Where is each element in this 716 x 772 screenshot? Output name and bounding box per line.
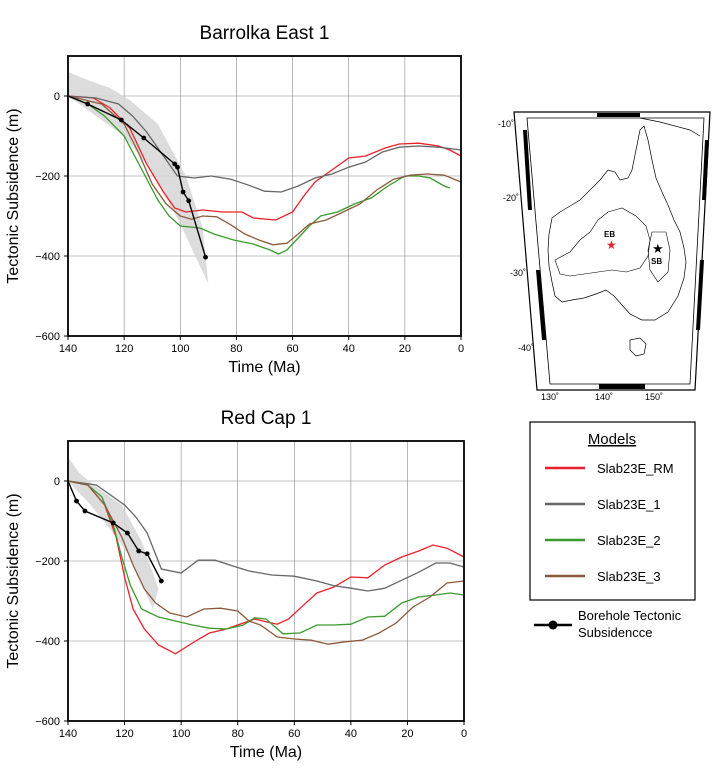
- y-tick-label: −600: [35, 716, 60, 728]
- y-axis-label: Tectonic Subsidence (m): [5, 493, 22, 668]
- tasmania-coastline: [629, 337, 647, 357]
- chart-title: Barrolka East 1: [200, 23, 330, 44]
- plot-frame: [67, 440, 465, 722]
- map-frame-bar: [599, 384, 645, 389]
- map-lon-label: 140˚: [595, 392, 613, 402]
- borehole-point: [74, 498, 79, 504]
- borehole-point: [118, 117, 124, 123]
- y-tick-label: −400: [35, 251, 60, 263]
- borehole-point: [186, 198, 192, 204]
- x-tick-label: 40: [345, 728, 357, 740]
- borehole-point: [110, 520, 116, 526]
- series-line-slab23e_3: [67, 480, 465, 645]
- legend-borehole-label-2: Subsidencce: [578, 625, 652, 640]
- uncertainty-band: [68, 457, 159, 609]
- chart-title: Red Cap 1: [221, 408, 312, 429]
- site-label-eb: EB: [604, 230, 615, 239]
- map-lon-label: 130˚: [541, 392, 559, 402]
- y-tick-label: 0: [54, 476, 60, 488]
- x-tick-label: 120: [115, 728, 133, 740]
- site-star-eb-icon: ★: [606, 238, 617, 252]
- new-guinea-coastline: [639, 117, 701, 137]
- site-star-sb-icon: ★: [652, 242, 664, 257]
- borehole-point: [144, 551, 150, 557]
- site-label-sb: SB: [651, 257, 662, 266]
- borehole-point: [82, 508, 88, 514]
- map-lat-label: -30˚: [510, 268, 526, 278]
- y-tick-label: −600: [35, 331, 60, 343]
- series-line-slab23e_1: [67, 95, 462, 193]
- australia-coastline: [547, 125, 687, 321]
- location-map: -10˚ -20˚ -30˚ -40˚ 130˚ 140˚ 150˚ EB ★ …: [498, 111, 711, 402]
- y-tick-label: 0: [54, 91, 60, 103]
- legend-label: Slab23E_RM: [597, 461, 674, 476]
- legend-items: Slab23E_RM Slab23E_1 Slab23E_2 Slab23E_3: [545, 461, 674, 584]
- map-lat-label: -20˚: [503, 193, 519, 203]
- legend-box: [529, 421, 696, 601]
- x-tick-label: 100: [172, 728, 190, 740]
- y-tick-label: −200: [35, 171, 60, 183]
- x-tick-label: 0: [458, 343, 464, 355]
- x-tick-label: 20: [401, 728, 413, 740]
- borehole-point: [203, 254, 208, 260]
- legend-label: Slab23E_3: [597, 569, 661, 584]
- map-frame-outer: [513, 111, 711, 391]
- x-tick-label: 120: [115, 343, 133, 355]
- map-frame-bar: [523, 130, 532, 210]
- borehole-point: [158, 578, 164, 584]
- chart-barrolka-east-1: 140 120 100 80 60 40 20 0 0 −200 −400 −600 Barrolka …: [5, 23, 464, 376]
- x-tick-label: 60: [286, 343, 298, 355]
- x-tick-label: 60: [288, 728, 300, 740]
- legend: Models Slab23E_RMSlab23E_1Slab23E_2Slab2…: [529, 421, 696, 640]
- x-tick-label: 40: [343, 343, 355, 355]
- map-frame-bar: [702, 140, 709, 200]
- borehole-point: [136, 548, 142, 554]
- legend-borehole-marker: [548, 620, 558, 630]
- map-lon-label: 150˚: [645, 392, 663, 402]
- x-axis-label: Time (Ma): [228, 359, 300, 376]
- borehole-point: [180, 189, 186, 195]
- legend-label: Slab23E_1: [597, 497, 661, 512]
- y-tick-label: −400: [35, 636, 60, 648]
- series-line-slab23e_2: [67, 95, 450, 255]
- borehole-point: [172, 161, 178, 167]
- series-line-slab23e_rm: [67, 480, 465, 655]
- series-line-slab23e_1: [67, 480, 465, 592]
- series-line-slab23e_2: [67, 480, 465, 635]
- borehole-point: [125, 530, 130, 536]
- x-tick-label: 80: [230, 343, 242, 355]
- series-line-slab23e_3: [67, 95, 462, 246]
- map-lat-label: -40˚: [518, 343, 534, 353]
- legend-title: Models: [588, 431, 636, 448]
- y-axis-label: Tectonic Subsidence (m): [5, 108, 22, 283]
- x-axis-label: Time (Ma): [230, 744, 302, 761]
- borehole-point: [141, 135, 147, 141]
- x-tick-label: 140: [59, 343, 77, 355]
- x-tick-label: 80: [232, 728, 244, 740]
- map-frame-inner: [526, 117, 705, 385]
- legend-borehole-label-1: Borehole Tectonic: [578, 608, 682, 623]
- plot-frame: [67, 55, 462, 337]
- borehole-point: [85, 101, 91, 107]
- legend-label: Slab23E_2: [597, 533, 661, 548]
- borehole-point: [175, 164, 180, 170]
- series-line-slab23e_rm: [67, 95, 462, 221]
- map-lat-label: -10˚: [498, 119, 514, 129]
- map-frame-bar: [696, 260, 704, 330]
- x-tick-label: 140: [59, 728, 77, 740]
- chart-red-cap-1: 140 120 100 80 60 40 20 0 0 −200 −400 −600 Red Cap 1…: [5, 408, 467, 761]
- y-tick-label: −200: [35, 556, 60, 568]
- map-frame-bar: [536, 270, 546, 340]
- map-frame-bar: [597, 113, 640, 117]
- x-tick-label: 0: [461, 728, 467, 740]
- surat-basin-outline: [647, 231, 671, 283]
- x-tick-label: 20: [399, 343, 411, 355]
- x-tick-label: 100: [171, 343, 189, 355]
